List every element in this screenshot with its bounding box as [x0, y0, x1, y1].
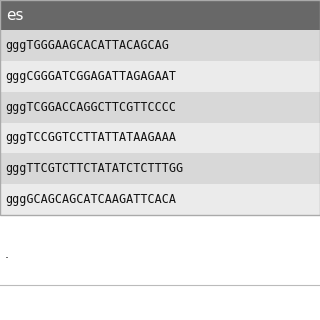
Bar [0, 30, 320, 61]
Text: gggTCCGGTCCTTATTATAAGAAA: gggTCCGGTCCTTATTATAAGAAA [5, 132, 176, 144]
Text: .: . [5, 249, 9, 261]
Text: gggTTCGTCTTCTATATCTCTTTGG: gggTTCGTCTTCTATATCTCTTTGG [5, 162, 183, 175]
Bar [0, 184, 320, 215]
Bar [0, 92, 320, 123]
Bar [0, 61, 320, 92]
Bar [0, 0, 320, 215]
Bar [0, 0, 320, 30]
Text: gggCGGGATCGGAGATTAGAGAAT: gggCGGGATCGGAGATTAGAGAAT [5, 70, 176, 83]
Bar [0, 123, 320, 153]
Bar [0, 153, 320, 184]
Text: gggGCAGCAGCATCAAGATTCACA: gggGCAGCAGCATCAAGATTCACA [5, 193, 176, 206]
Text: es: es [6, 7, 23, 22]
Text: gggTCGGACCAGGCTTCGTTCCCC: gggTCGGACCAGGCTTCGTTCCCC [5, 100, 176, 114]
Text: gggTGGGAAGCACATTACAGCAG: gggTGGGAAGCACATTACAGCAG [5, 39, 169, 52]
